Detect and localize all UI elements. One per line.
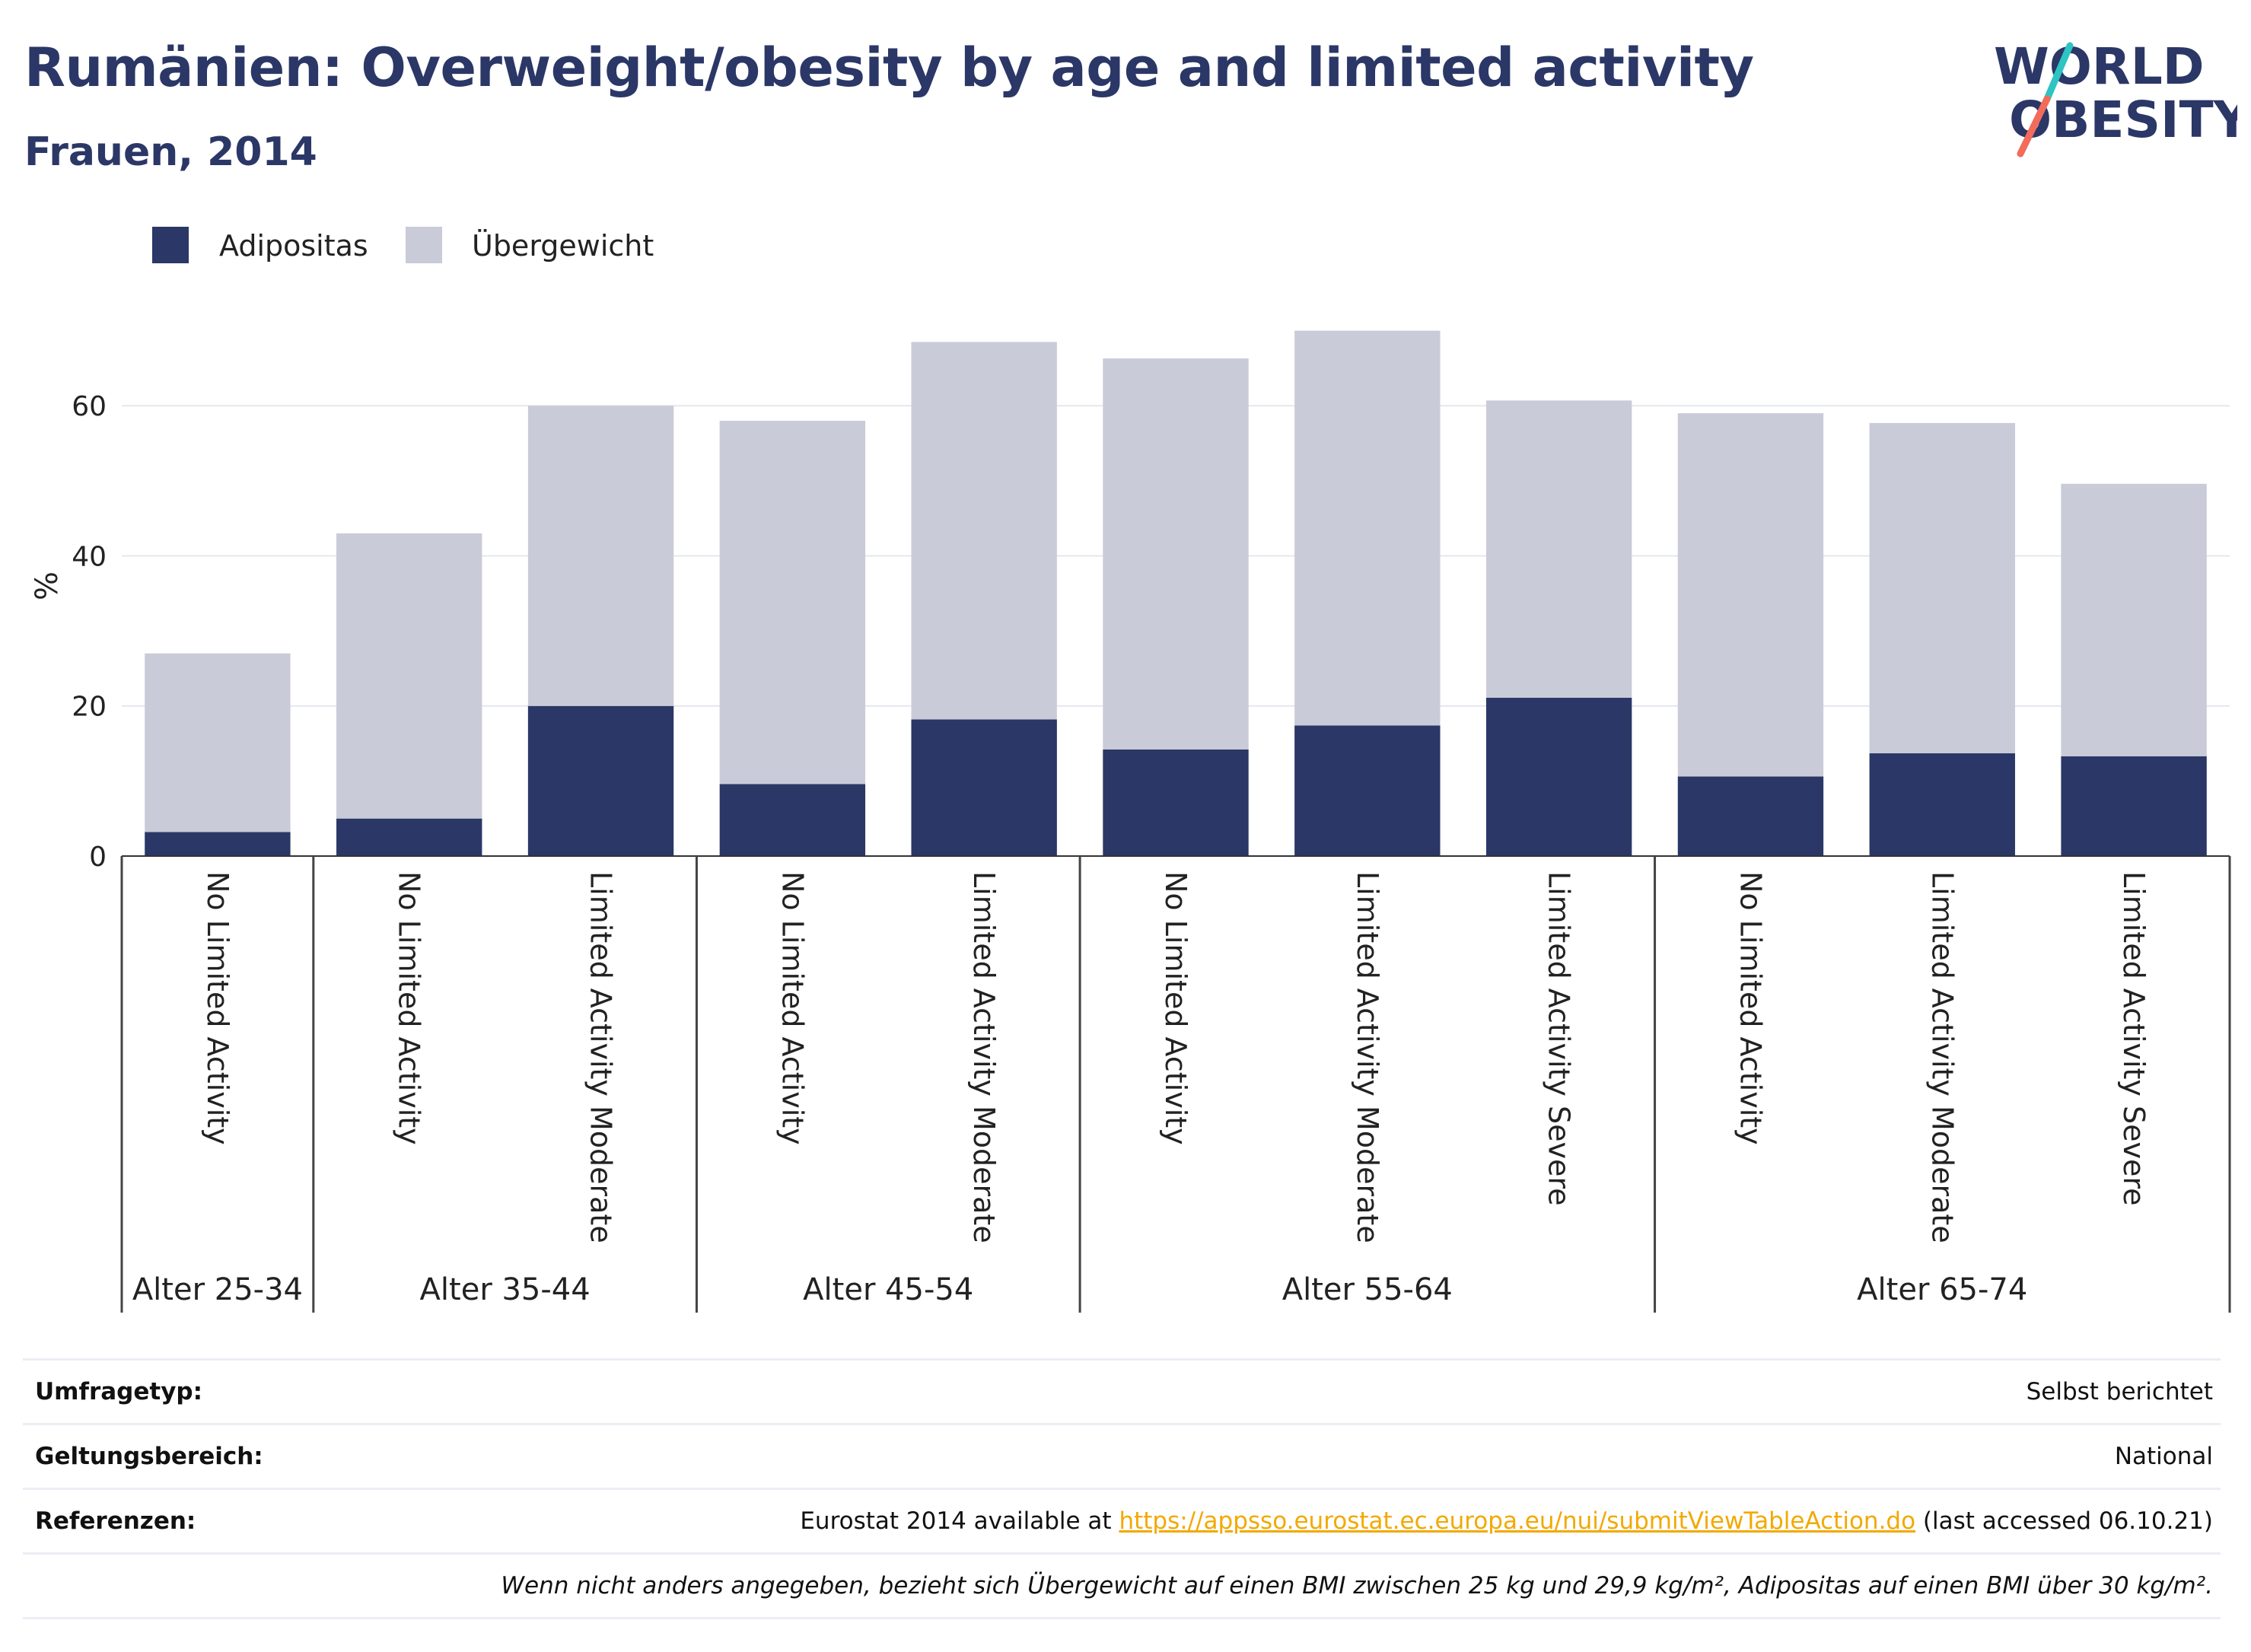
y-tick-label: 40 xyxy=(72,541,107,572)
x-tick-label: Limited Activity Severe xyxy=(2117,871,2151,1206)
bar-uebergewicht xyxy=(911,342,1057,720)
bar-uebergewicht xyxy=(1485,400,1632,698)
legend-swatch-adipositas xyxy=(152,227,189,263)
meta-row-note: Wenn nicht anders angegeben, bezieht sic… xyxy=(23,1552,2221,1619)
reference-suffix: (last accessed 06.10.21) xyxy=(1915,1507,2213,1535)
x-tick-label: No Limited Activity xyxy=(1159,871,1192,1145)
meta-row-scope: Geltungsbereich: National xyxy=(23,1423,2221,1488)
x-tick-label: No Limited Activity xyxy=(1734,871,1767,1145)
bar-uebergewicht xyxy=(1294,330,1441,726)
x-tick-label: Limited Activity Moderate xyxy=(1351,871,1384,1243)
x-tick-label: No Limited Activity xyxy=(393,871,426,1145)
x-tick-label: Limited Activity Moderate xyxy=(584,871,618,1243)
bar-adipositas xyxy=(719,784,866,856)
x-tick-label: No Limited Activity xyxy=(775,871,809,1145)
y-axis-label: % xyxy=(30,571,65,600)
logo-line1: WORLD xyxy=(1994,37,2205,96)
bar-adipositas xyxy=(527,705,674,856)
group-label: Alter 45-54 xyxy=(803,1272,973,1307)
bar-adipositas xyxy=(336,818,482,856)
survey-value: Selbst berichtet xyxy=(2026,1378,2213,1405)
legend-label-adipositas: Adipositas xyxy=(219,229,368,263)
references-label: Referenzen: xyxy=(35,1507,196,1535)
bar-uebergewicht xyxy=(1869,422,2015,753)
bar-adipositas xyxy=(1103,749,1249,856)
legend-label-uebergewicht: Übergewicht xyxy=(472,229,654,263)
bar-adipositas xyxy=(1294,725,1441,856)
reference-link[interactable]: https://appsso.eurostat.ec.europa.eu/nui… xyxy=(1119,1507,1916,1535)
scope-value: National xyxy=(2114,1443,2213,1470)
bar-adipositas xyxy=(145,832,291,856)
page-title: Rumänien: Overweight/obesity by age and … xyxy=(24,37,1754,99)
metadata-table: Umfragetyp: Selbst berichtet Geltungsber… xyxy=(23,1358,2221,1619)
bar-uebergewicht xyxy=(527,406,674,706)
bar-adipositas xyxy=(911,719,1057,856)
world-obesity-logo: WORLD OBESITY xyxy=(1994,37,2237,158)
y-tick-label: 0 xyxy=(89,842,107,873)
bar-uebergewicht xyxy=(2061,483,2207,756)
bar-uebergewicht xyxy=(1677,413,1824,777)
group-label: Alter 65-74 xyxy=(1857,1272,2027,1307)
logo-slash-coral xyxy=(2017,95,2051,158)
bar-uebergewicht xyxy=(336,533,482,819)
page-subtitle: Frauen, 2014 xyxy=(24,129,317,175)
bar-adipositas xyxy=(1869,753,2015,856)
bar-uebergewicht xyxy=(719,420,866,785)
bar-adipositas xyxy=(1677,776,1824,856)
x-tick-label: Limited Activity Moderate xyxy=(1925,871,1959,1243)
bar-adipositas xyxy=(1485,697,1632,856)
scope-label: Geltungsbereich: xyxy=(35,1443,263,1470)
bar-uebergewicht xyxy=(1103,358,1249,750)
reference-prefix: Eurostat 2014 available at xyxy=(800,1507,1119,1535)
x-tick-label: Limited Activity Moderate xyxy=(967,871,1001,1243)
definition-note: Wenn nicht anders angegeben, bezieht sic… xyxy=(501,1572,2213,1599)
bar-uebergewicht xyxy=(145,653,291,832)
logo-slash-teal xyxy=(2043,42,2074,103)
group-label: Alter 25-34 xyxy=(132,1272,303,1307)
references-value: Eurostat 2014 available at https://appss… xyxy=(800,1507,2221,1535)
legend: Adipositas Übergewicht xyxy=(152,227,654,263)
group-label: Alter 55-64 xyxy=(1282,1272,1453,1307)
y-tick-label: 20 xyxy=(72,692,107,723)
group-label: Alter 35-44 xyxy=(420,1272,591,1307)
y-tick-label: 60 xyxy=(72,391,107,422)
stacked-bar-chart: Adipositas Übergewicht % 0 20 40 60 No Limi… xyxy=(30,227,2231,1313)
meta-row-references: Referenzen: Eurostat 2014 available at h… xyxy=(23,1488,2221,1552)
meta-row-survey: Umfragetyp: Selbst berichtet xyxy=(23,1358,2221,1423)
survey-label: Umfragetyp: xyxy=(35,1378,202,1405)
x-tick-label: Limited Activity Severe xyxy=(1543,871,1576,1206)
x-tick-label: No Limited Activity xyxy=(201,871,234,1145)
legend-swatch-uebergewicht xyxy=(406,227,442,263)
bar-adipositas xyxy=(2061,756,2207,856)
